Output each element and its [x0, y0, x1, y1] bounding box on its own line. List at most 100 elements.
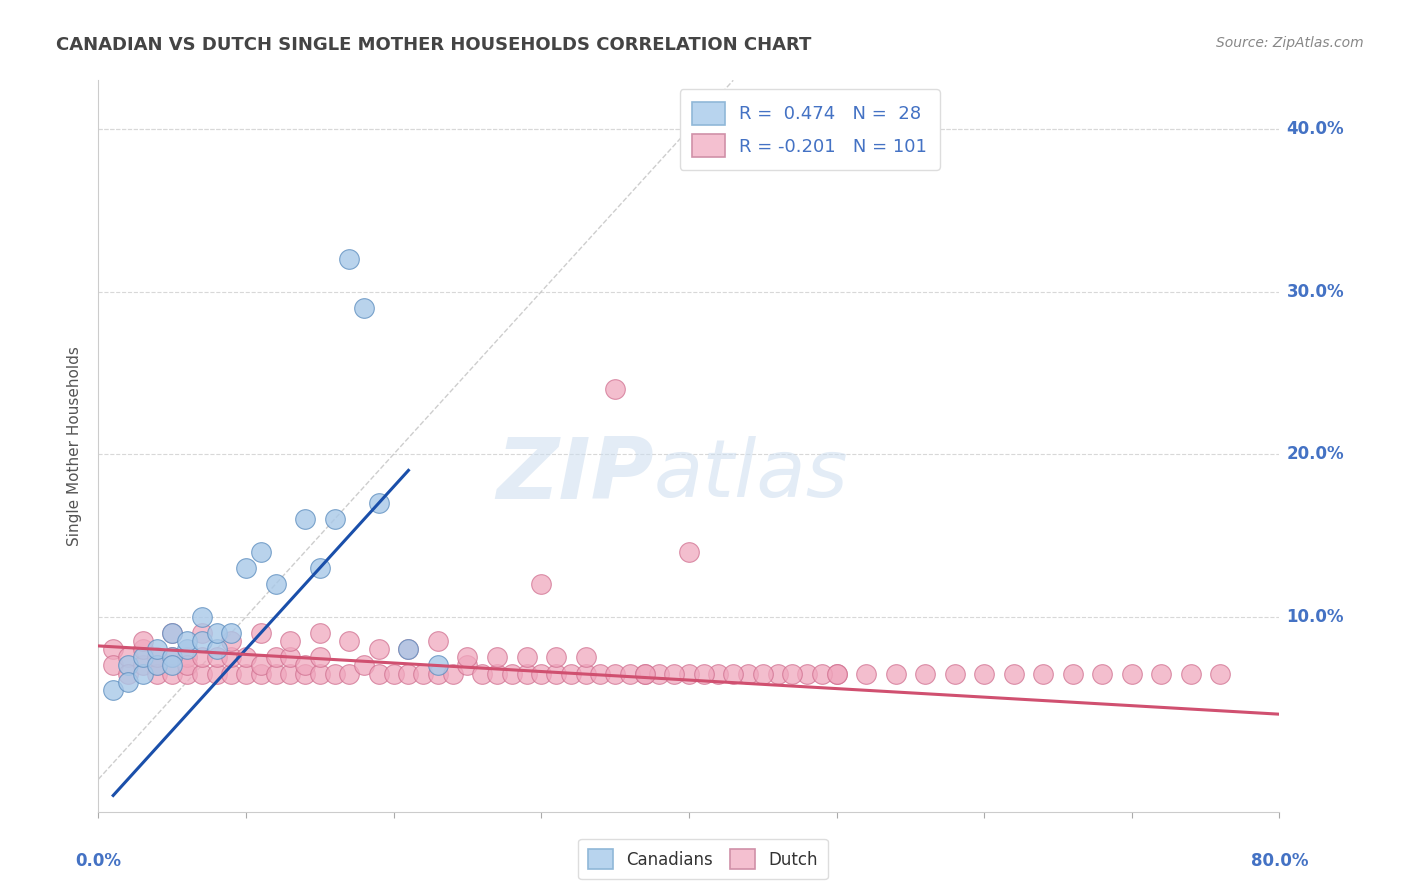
- Point: [396, 642, 419, 657]
- Point: [530, 577, 553, 591]
- Point: [605, 666, 627, 681]
- Point: [132, 650, 155, 665]
- Point: [884, 666, 907, 681]
- Point: [264, 577, 287, 591]
- Point: [441, 666, 464, 681]
- Point: [309, 650, 332, 665]
- Point: [721, 666, 744, 681]
- Point: [264, 650, 287, 665]
- Point: [337, 666, 360, 681]
- Point: [486, 650, 509, 665]
- Text: atlas: atlas: [654, 436, 848, 515]
- Point: [162, 626, 183, 640]
- Point: [103, 682, 125, 697]
- Point: [368, 496, 391, 510]
- Point: [146, 658, 169, 673]
- Point: [855, 666, 877, 681]
- Point: [205, 626, 228, 640]
- Point: [678, 666, 700, 681]
- Point: [825, 666, 848, 681]
- Point: [737, 666, 759, 681]
- Point: [294, 512, 316, 526]
- Point: [589, 666, 612, 681]
- Point: [250, 666, 273, 681]
- Legend: R =  0.474   N =  28, R = -0.201   N = 101: R = 0.474 N = 28, R = -0.201 N = 101: [679, 89, 939, 170]
- Point: [162, 650, 183, 665]
- Point: [943, 666, 966, 681]
- Point: [796, 666, 818, 681]
- Point: [191, 609, 214, 624]
- Point: [648, 666, 671, 681]
- Text: 10.0%: 10.0%: [1286, 607, 1344, 625]
- Point: [235, 561, 257, 575]
- Point: [278, 634, 302, 648]
- Point: [294, 666, 316, 681]
- Point: [191, 666, 214, 681]
- Point: [456, 658, 478, 673]
- Point: [219, 650, 242, 665]
- Point: [294, 658, 316, 673]
- Point: [219, 634, 242, 648]
- Point: [544, 666, 567, 681]
- Point: [278, 666, 302, 681]
- Point: [574, 666, 596, 681]
- Point: [633, 666, 655, 681]
- Point: [427, 634, 450, 648]
- Point: [353, 658, 375, 673]
- Point: [323, 666, 346, 681]
- Point: [176, 642, 198, 657]
- Text: Source: ZipAtlas.com: Source: ZipAtlas.com: [1216, 36, 1364, 50]
- Point: [205, 666, 228, 681]
- Point: [205, 642, 228, 657]
- Point: [396, 666, 419, 681]
- Text: CANADIAN VS DUTCH SINGLE MOTHER HOUSEHOLDS CORRELATION CHART: CANADIAN VS DUTCH SINGLE MOTHER HOUSEHOL…: [56, 36, 811, 54]
- Point: [309, 626, 332, 640]
- Point: [117, 666, 139, 681]
- Point: [515, 650, 537, 665]
- Point: [619, 666, 641, 681]
- Point: [323, 512, 346, 526]
- Point: [810, 666, 832, 681]
- Point: [146, 658, 169, 673]
- Legend: Canadians, Dutch: Canadians, Dutch: [578, 838, 828, 880]
- Point: [1150, 666, 1173, 681]
- Point: [337, 252, 360, 266]
- Point: [235, 650, 257, 665]
- Point: [176, 666, 198, 681]
- Point: [132, 634, 155, 648]
- Point: [103, 658, 125, 673]
- Text: ZIP: ZIP: [496, 434, 654, 516]
- Point: [1091, 666, 1114, 681]
- Point: [278, 650, 302, 665]
- Point: [309, 561, 332, 575]
- Point: [235, 666, 257, 681]
- Text: 80.0%: 80.0%: [1251, 852, 1308, 870]
- Point: [560, 666, 582, 681]
- Point: [162, 650, 183, 665]
- Point: [427, 658, 450, 673]
- Point: [250, 658, 273, 673]
- Point: [1062, 666, 1084, 681]
- Text: 30.0%: 30.0%: [1286, 283, 1344, 301]
- Point: [132, 642, 155, 657]
- Point: [678, 544, 700, 558]
- Point: [664, 666, 686, 681]
- Point: [1002, 666, 1025, 681]
- Point: [396, 642, 419, 657]
- Point: [973, 666, 995, 681]
- Point: [103, 642, 125, 657]
- Point: [1121, 666, 1143, 681]
- Point: [162, 666, 183, 681]
- Point: [515, 666, 537, 681]
- Point: [162, 626, 183, 640]
- Point: [146, 642, 169, 657]
- Point: [250, 544, 273, 558]
- Point: [191, 650, 214, 665]
- Point: [337, 634, 360, 648]
- Text: 20.0%: 20.0%: [1286, 445, 1344, 463]
- Point: [368, 642, 391, 657]
- Point: [1032, 666, 1054, 681]
- Point: [219, 626, 242, 640]
- Point: [176, 634, 198, 648]
- Point: [117, 650, 139, 665]
